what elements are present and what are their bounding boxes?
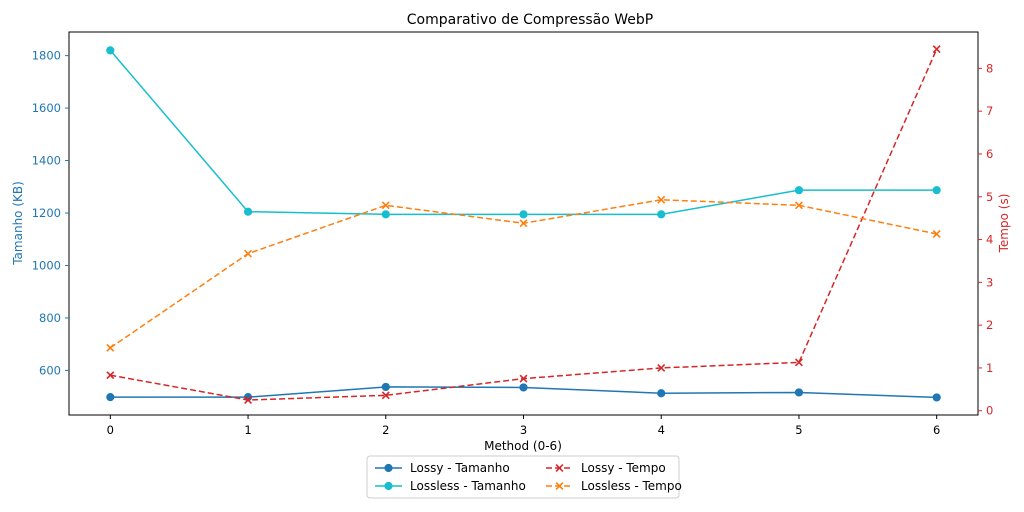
y-right-tick-label-5: 5 [986, 190, 993, 204]
y-right-tick-label-2: 2 [986, 318, 993, 332]
series-0 [106, 382, 941, 402]
x-tick-label-3: 3 [520, 423, 527, 437]
legend-label-3: Lossless - Tempo [581, 479, 682, 493]
x-tick-label-0: 0 [107, 423, 114, 437]
series-0-point-5 [794, 388, 804, 397]
series-2-point-2 [381, 391, 390, 400]
legend-label-1: Lossless - Tamanho [410, 479, 526, 493]
series-line-1 [109, 49, 937, 216]
y-left-tick-label-5: 1600 [32, 101, 61, 115]
series-3-point-6 [932, 230, 941, 238]
x-axis-label: Method (0-6) [484, 439, 562, 453]
series-2-point-0 [106, 371, 115, 380]
y-right-tick-label-8: 8 [986, 61, 993, 75]
series-0-point-3 [519, 383, 528, 392]
series-0-point-4 [657, 389, 666, 398]
x-tick-label-2: 2 [382, 423, 389, 437]
y-left-tick-label-0: 600 [39, 363, 61, 377]
series-1-point-3 [519, 210, 528, 219]
y-axis-left-label: Tamanho (KB) [11, 181, 25, 266]
series-line-3 [109, 198, 937, 349]
legend-item-0: Lossy - Tamanho [375, 461, 510, 475]
series-layer [106, 45, 941, 404]
y-left-tick-label-4: 1400 [32, 154, 61, 168]
series-1-point-0 [106, 46, 115, 55]
y-left-tick-label-3: 1200 [32, 206, 61, 220]
legend-swatch-marker-0 [384, 463, 393, 473]
series-3-point-0 [106, 343, 115, 352]
x-tick-label-1: 1 [244, 423, 251, 437]
series-0-point-0 [106, 393, 115, 402]
series-1-point-2 [381, 210, 390, 219]
series-3 [106, 195, 941, 352]
y-left-tick-label-2: 1000 [32, 258, 61, 272]
series-line-2 [110, 48, 938, 401]
x-tick-label-6: 6 [933, 423, 940, 437]
y-right-tick-label-3: 3 [986, 275, 993, 289]
y-right-tick-label-7: 7 [986, 104, 993, 118]
legend-box [366, 455, 680, 499]
y-axis-right-label: Tempo (s) [997, 194, 1011, 254]
series-1-point-4 [657, 210, 666, 219]
legend-label-2: Lossy - Tempo [581, 461, 666, 475]
series-0-point-2 [381, 382, 390, 392]
series-1-point-5 [794, 186, 804, 195]
series-3-point-2 [381, 201, 390, 210]
y-right-tick-label-1: 1 [986, 361, 993, 375]
x-tick-label-4: 4 [658, 423, 665, 437]
series-2-point-4 [657, 363, 666, 372]
series-2-point-6 [932, 45, 941, 54]
series-2-point-5 [794, 358, 803, 367]
series-3-point-1 [244, 249, 253, 258]
y-right-tick-label-6: 6 [986, 147, 993, 161]
series-3-point-3 [519, 219, 528, 228]
series-1-point-6 [932, 186, 941, 195]
legend-item-1: Lossless - Tamanho [375, 479, 526, 493]
legend-swatch-marker-3 [555, 482, 564, 490]
y-right-tick-label-4: 4 [986, 233, 993, 247]
legend-item-2: Lossy - Tempo [546, 461, 666, 475]
chart-title: Comparativo de Compressão WebP [407, 12, 653, 28]
series-1 [106, 46, 941, 219]
y-right-tick-label-0: 0 [986, 404, 993, 418]
series-2-point-1 [244, 396, 253, 404]
legend-swatch-marker-2 [555, 464, 564, 472]
series-0-point-6 [932, 393, 941, 402]
legend-label-0: Lossy - Tamanho [410, 461, 510, 475]
series-3-point-4 [657, 195, 666, 204]
y-left-tick-label-6: 1800 [32, 49, 61, 63]
series-3-point-5 [794, 201, 803, 210]
x-tick-label-5: 5 [795, 423, 802, 437]
y-left-tick-label-1: 800 [39, 311, 61, 325]
legend-item-3: Lossless - Tempo [546, 479, 682, 493]
axes-layer: 0 1 2 3 4 5 6 600 800 1000 1200 1400 1600 1800 0 1 2 3 4 5 6… [32, 31, 993, 437]
legend-swatch-marker-1 [384, 481, 393, 491]
legend: Lossy - Tamanho Lossless - Tamanho Lossy -… [366, 455, 682, 499]
series-1-point-1 [243, 207, 253, 216]
series-2-point-3 [519, 374, 528, 383]
series-2 [106, 45, 941, 404]
